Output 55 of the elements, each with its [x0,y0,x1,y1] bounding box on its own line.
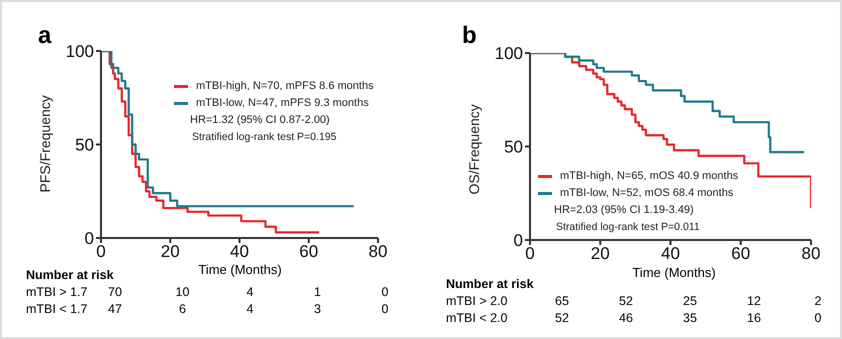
x-tick-label: 60 [731,244,750,264]
text: 25 [682,294,698,308]
text: 10 [174,285,190,299]
y-axis-title: PFS/Frequency [36,95,53,192]
x-tick-label: 0 [96,242,106,262]
annotation: Stratified log-rank test P=0.195 [191,130,338,145]
text: 0 [380,285,390,299]
text: 35 [682,311,698,325]
text: 52 [618,294,634,308]
text: mTBI < 2.0 [446,311,508,325]
text: 65 [554,294,570,308]
chart-title: b [462,22,477,50]
x-tick-label: 80 [368,242,388,262]
text: 4 [246,285,254,299]
x-tick-label: 40 [661,244,680,264]
x-axis-title: Time (Months) [631,265,717,280]
y-tick-label: 100 [66,42,94,62]
y-tick-label: 100 [494,44,523,64]
x-tick-label: 40 [230,242,249,262]
text: 46 [618,311,634,325]
chart-title: a [38,22,52,50]
x-tick-label: 80 [802,244,820,264]
x-axis-title: Time (Months) [197,262,283,277]
legend-label: mTBI-high, N=65, mOS 40.9 months [560,169,738,184]
text: mTBI < 1.7 [26,302,88,316]
legend-label: mTBI-low, N=47, mPFS 9.3 months [196,96,369,111]
text: Number at risk [446,277,534,291]
text: 2 [814,294,822,308]
text: 4 [246,302,254,316]
y-tick-label: 50 [504,138,523,157]
text: 6 [178,302,187,316]
text: 0 [814,311,822,325]
legend-label: mTBI-low, N=52, mOS 68.4 months [560,186,734,201]
annotation: HR=1.32 (95% CI 0.87-2.00) [189,113,331,128]
text: mTBI > 1.7 [26,285,88,299]
text: 1 [313,285,322,299]
text: 16 [746,311,762,325]
annotation: Stratified log-rank test P=0.011 [555,220,701,235]
x-tick-label: 0 [525,244,535,264]
x-tick-label: 20 [160,242,180,262]
text: Number at risk [26,268,114,282]
y-tick-label: 50 [75,136,94,155]
legend-label: mTBI-high, N=70, mPFS 8.6 months [196,79,374,94]
y-axis-title: OS/Frequency [466,104,482,194]
x-tick-label: 20 [590,244,610,264]
text: 52 [554,311,570,325]
y-tick-label: 0 [84,229,94,248]
text: 12 [746,294,762,308]
text: 3 [313,302,322,316]
text: mTBI > 2.0 [446,294,508,308]
annotation: HR=2.03 (95% CI 1.19-3.49) [553,203,695,218]
x-tick-label: 60 [299,242,318,262]
text: 70 [107,285,123,299]
text: 0 [380,302,390,316]
text: 47 [107,302,123,316]
